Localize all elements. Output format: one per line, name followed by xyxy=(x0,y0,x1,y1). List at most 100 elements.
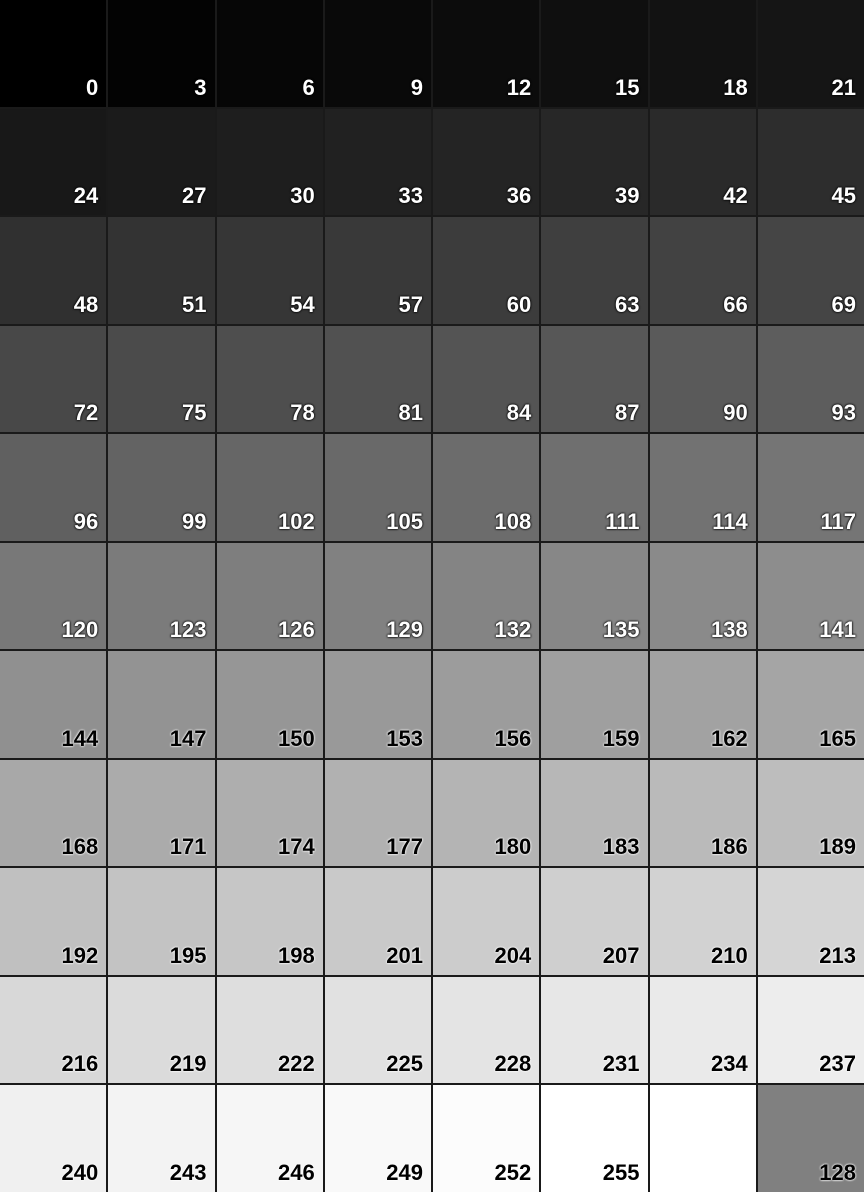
swatch-label: 6 xyxy=(302,74,315,100)
gray-swatch: 252 xyxy=(433,1085,540,1192)
swatch-label: 9 xyxy=(410,74,423,100)
swatch-label: 171 xyxy=(169,834,207,860)
swatch-label: 15 xyxy=(615,74,640,100)
gray-swatch: 33 xyxy=(324,108,431,216)
swatch-label: 147 xyxy=(169,725,207,751)
swatch-label: 63 xyxy=(615,291,640,317)
swatch-label: 128 xyxy=(819,1160,856,1185)
gray-swatch: 183 xyxy=(541,759,648,867)
swatch-label: 90 xyxy=(723,400,748,426)
swatch-label: 249 xyxy=(386,1160,423,1185)
gray-swatch: 213 xyxy=(757,868,864,975)
swatch-label: 78 xyxy=(290,400,315,426)
swatch-label: 81 xyxy=(398,400,423,426)
gray-swatch: 201 xyxy=(324,868,431,975)
swatch-label: 204 xyxy=(494,942,532,968)
gray-swatch: 237 xyxy=(757,976,864,1084)
gray-swatch: 24 xyxy=(0,108,107,216)
gray-swatch: 72 xyxy=(0,325,107,433)
swatch-label: 222 xyxy=(278,1051,315,1077)
gray-swatch xyxy=(649,1085,756,1192)
gray-swatch: 132 xyxy=(433,542,540,650)
swatch-label: 138 xyxy=(711,617,748,643)
gray-swatch: 3 xyxy=(108,0,215,107)
gray-swatch: 42 xyxy=(649,108,756,216)
swatch-label: 60 xyxy=(506,291,532,317)
gray-swatch: 162 xyxy=(649,651,756,758)
gray-swatch: 66 xyxy=(649,217,756,324)
gray-swatch: 210 xyxy=(649,868,756,975)
swatch-label: 219 xyxy=(169,1051,207,1077)
swatch-label: 66 xyxy=(723,291,748,317)
swatch-label: 99 xyxy=(182,508,207,534)
gray-swatch: 174 xyxy=(216,759,323,867)
gray-swatch: 216 xyxy=(0,976,107,1084)
gray-swatch: 63 xyxy=(541,217,648,324)
swatch-label: 132 xyxy=(494,617,532,643)
gray-swatch: 192 xyxy=(0,868,107,975)
gray-swatch: 6 xyxy=(216,0,323,107)
gray-swatch: 231 xyxy=(541,976,648,1084)
gray-swatch: 57 xyxy=(324,217,431,324)
gray-swatch: 9 xyxy=(324,0,431,107)
swatch-label: 246 xyxy=(278,1160,315,1185)
swatch-label: 21 xyxy=(831,74,856,100)
swatch-label: 162 xyxy=(711,725,748,751)
gray-swatch: 126 xyxy=(216,542,323,650)
gray-swatch: 12 xyxy=(433,0,540,107)
gray-swatch: 90 xyxy=(649,325,756,433)
swatch-label: 24 xyxy=(73,183,99,209)
gray-swatch: 246 xyxy=(216,1085,323,1192)
gray-swatch: 108 xyxy=(433,434,540,541)
gray-swatch: 165 xyxy=(757,651,864,758)
gray-swatch: 219 xyxy=(108,976,215,1084)
swatch-label: 111 xyxy=(605,508,640,534)
gray-swatch: 39 xyxy=(541,108,648,216)
gray-swatch: 93 xyxy=(757,325,864,433)
gray-swatch: 54 xyxy=(216,217,323,324)
gray-swatch: 105 xyxy=(324,434,431,541)
gray-swatch: 195 xyxy=(108,868,215,975)
swatch-label: 168 xyxy=(61,834,99,860)
swatch-label: 54 xyxy=(290,291,315,317)
swatch-label: 69 xyxy=(831,291,856,317)
swatch-label: 210 xyxy=(711,942,748,968)
swatch-label: 237 xyxy=(819,1051,856,1077)
swatch-label: 153 xyxy=(386,725,423,751)
swatch-label: 243 xyxy=(169,1160,207,1185)
swatch-label: 174 xyxy=(278,834,315,860)
swatch-label: 195 xyxy=(169,942,207,968)
gray-swatch: 51 xyxy=(108,217,215,324)
swatch-label: 255 xyxy=(602,1160,640,1185)
swatch-label: 207 xyxy=(602,942,640,968)
swatch-label: 189 xyxy=(819,834,856,860)
swatch-label: 201 xyxy=(386,942,423,968)
gray-swatch: 114 xyxy=(649,434,756,541)
swatch-label: 114 xyxy=(712,508,748,534)
swatch-label: 225 xyxy=(386,1051,423,1077)
swatch-label: 186 xyxy=(711,834,748,860)
swatch-label: 102 xyxy=(278,508,315,534)
gray-swatch: 69 xyxy=(757,217,864,324)
gray-swatch: 138 xyxy=(649,542,756,650)
swatch-label: 75 xyxy=(182,400,207,426)
swatch-label: 159 xyxy=(602,725,640,751)
gray-swatch: 153 xyxy=(324,651,431,758)
gray-swatch: 60 xyxy=(433,217,540,324)
swatch-label: 12 xyxy=(506,74,532,100)
gray-swatch: 99 xyxy=(108,434,215,541)
gray-swatch: 15 xyxy=(541,0,648,107)
swatch-label: 156 xyxy=(494,725,532,751)
swatch-label: 18 xyxy=(723,74,748,100)
gray-swatch: 240 xyxy=(0,1085,107,1192)
swatch-label: 180 xyxy=(494,834,532,860)
swatch-label: 33 xyxy=(398,183,423,209)
swatch-label: 84 xyxy=(506,400,532,426)
gray-swatch: 186 xyxy=(649,759,756,867)
gray-swatch: 171 xyxy=(108,759,215,867)
swatch-label: 231 xyxy=(602,1051,640,1077)
gray-swatch: 27 xyxy=(108,108,215,216)
swatch-label: 96 xyxy=(73,508,99,534)
gray-swatch: 255 xyxy=(541,1085,648,1192)
